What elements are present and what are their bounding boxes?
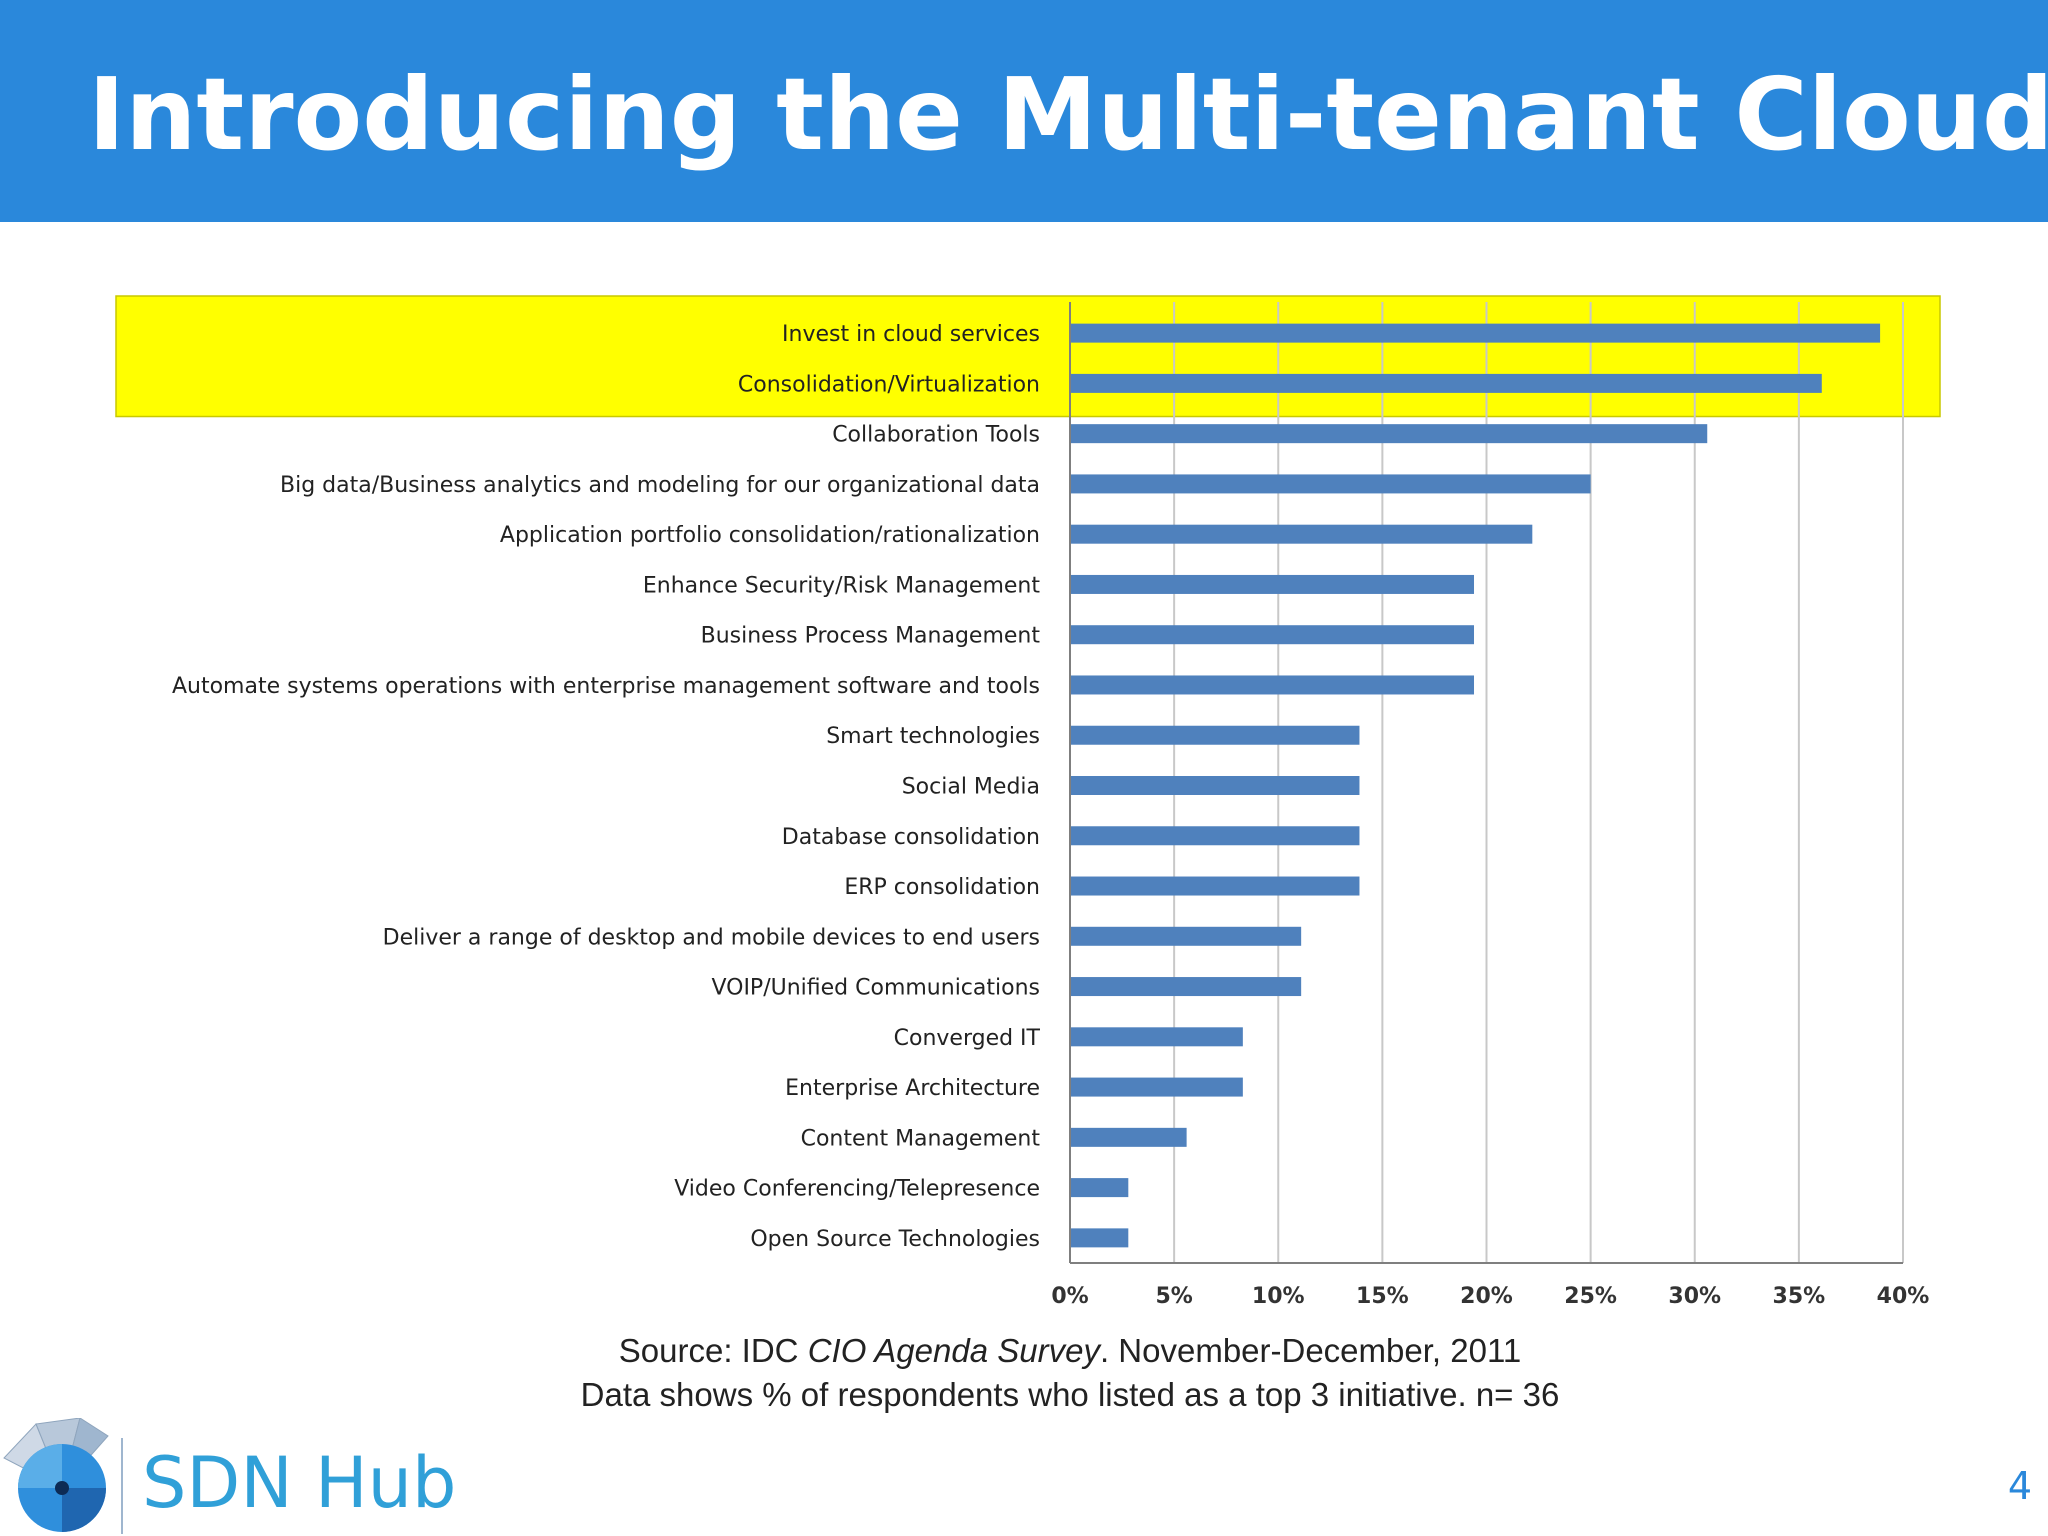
bar (1071, 977, 1302, 997)
bar (1071, 524, 1533, 544)
slide-title: Introducing the Multi-tenant Cloud (88, 56, 2048, 173)
bar (1071, 776, 1360, 795)
page-number: 4 (2007, 1464, 2032, 1508)
category-label: Open Source Technologies (750, 1227, 1040, 1252)
x-tick-label: 25% (1564, 1284, 1617, 1309)
x-tick-label: 10% (1252, 1284, 1305, 1309)
category-label: Automate systems operations with enterpr… (172, 674, 1040, 699)
category-label: Business Process Management (701, 624, 1041, 649)
bar (1071, 424, 1708, 444)
x-tick-label: 5% (1155, 1284, 1192, 1309)
category-label: ERP consolidation (844, 875, 1040, 900)
bar (1071, 725, 1360, 745)
bar (1071, 574, 1475, 594)
x-tick-label: 15% (1356, 1284, 1409, 1309)
bar (1071, 876, 1360, 896)
bar (1071, 1228, 1129, 1248)
bar (1071, 1027, 1243, 1047)
sdn-hub-logo-icon (3, 1418, 123, 1534)
x-tick-label: 20% (1460, 1284, 1513, 1309)
category-label: Deliver a range of desktop and mobile de… (383, 925, 1040, 950)
category-label: VOIP/Unified Communications (711, 976, 1040, 1001)
category-label: Consolidation/Virtualization (738, 372, 1040, 397)
bar (1071, 323, 1881, 343)
category-label: Social Media (902, 775, 1040, 800)
bar (1071, 1077, 1243, 1097)
bar (1071, 675, 1475, 695)
source-suffix: . November-December, 2011 (1099, 1332, 1522, 1369)
category-label: Content Management (801, 1126, 1041, 1151)
category-label: Enhance Security/Risk Management (643, 573, 1040, 598)
source-line-1: Source: IDC CIO Agenda Survey. November-… (480, 1332, 1660, 1370)
category-label: Invest in cloud services (782, 322, 1040, 347)
category-label: Collaboration Tools (832, 423, 1040, 448)
bar (1071, 474, 1591, 494)
bar (1071, 1127, 1187, 1147)
category-label: Database consolidation (782, 825, 1040, 850)
x-tick-label: 40% (1877, 1284, 1930, 1309)
category-label: Enterprise Architecture (785, 1076, 1040, 1101)
x-tick-label: 0% (1051, 1284, 1088, 1309)
category-label: Video Conferencing/Telepresence (674, 1177, 1040, 1202)
category-label: Converged IT (894, 1026, 1041, 1051)
x-tick-label: 30% (1668, 1284, 1721, 1309)
source-prefix: Source: IDC (618, 1332, 808, 1369)
bar (1071, 625, 1475, 645)
category-label: Big data/Business analytics and modeling… (280, 473, 1040, 498)
sdn-hub-logo-text: SDN Hub (142, 1442, 457, 1524)
bar (1071, 373, 1822, 393)
source-line-2: Data shows % of respondents who listed a… (580, 1376, 1560, 1413)
title-bar: Introducing the Multi-tenant Cloud (0, 0, 2048, 222)
bar (1071, 826, 1360, 846)
highlight-band (115, 295, 1941, 418)
bar (1071, 926, 1302, 946)
category-label: Application portfolio consolidation/rati… (500, 523, 1040, 548)
bar-chart: Invest in cloud services Consolidation/Vi… (115, 295, 1941, 1309)
bar (1071, 1178, 1129, 1198)
source-survey-name: CIO Agenda Survey (807, 1332, 1100, 1369)
category-label: Smart technologies (826, 724, 1040, 749)
x-tick-label: 35% (1773, 1284, 1826, 1309)
